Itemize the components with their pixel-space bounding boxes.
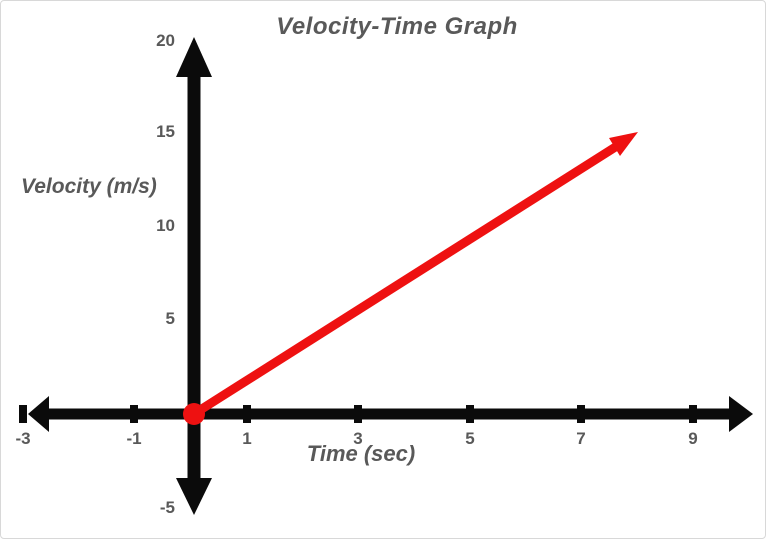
x-tick-label-7: 7 xyxy=(576,429,586,448)
x-axis-arrow-right-icon xyxy=(729,396,753,432)
x-tick-label-9: 9 xyxy=(688,429,698,448)
origin-point xyxy=(183,403,205,425)
x-axis xyxy=(41,408,731,420)
x-axis-arrow-left-icon xyxy=(28,396,49,432)
velocity-line-arrowhead-icon xyxy=(609,132,638,156)
y-axis xyxy=(187,61,201,491)
y-axis-arrow-down-icon xyxy=(176,478,212,515)
x-axis-tick xyxy=(130,405,138,423)
x-tick-label-5: 5 xyxy=(465,429,475,448)
x-tick-label-1: 1 xyxy=(242,429,252,448)
x-tick-label-neg1: -1 xyxy=(126,429,142,448)
y-tick-label-5: 5 xyxy=(165,309,175,328)
y-axis-arrow-up-icon xyxy=(176,37,212,77)
y-axis-label: Velocity (m/s) xyxy=(21,175,157,198)
x-axis-tick xyxy=(577,405,585,423)
x-tick-label-3: 3 xyxy=(353,429,363,448)
x-axis-tick xyxy=(243,405,251,423)
y-tick-label-10: 10 xyxy=(156,216,175,235)
y-tick-label-15: 15 xyxy=(156,122,175,141)
chart-title: Velocity-Time Graph xyxy=(276,13,518,40)
x-tick-label-neg3: -3 xyxy=(15,429,31,448)
x-axis-tick xyxy=(466,405,474,423)
x-axis-tick xyxy=(689,405,697,423)
y-tick-label-20: 20 xyxy=(156,31,175,50)
x-axis-tick xyxy=(19,405,27,423)
y-tick-label-neg5: -5 xyxy=(159,498,175,517)
x-axis-tick xyxy=(354,405,362,423)
velocity-line xyxy=(194,142,620,416)
x-axis-label: Time (sec) xyxy=(306,441,416,466)
